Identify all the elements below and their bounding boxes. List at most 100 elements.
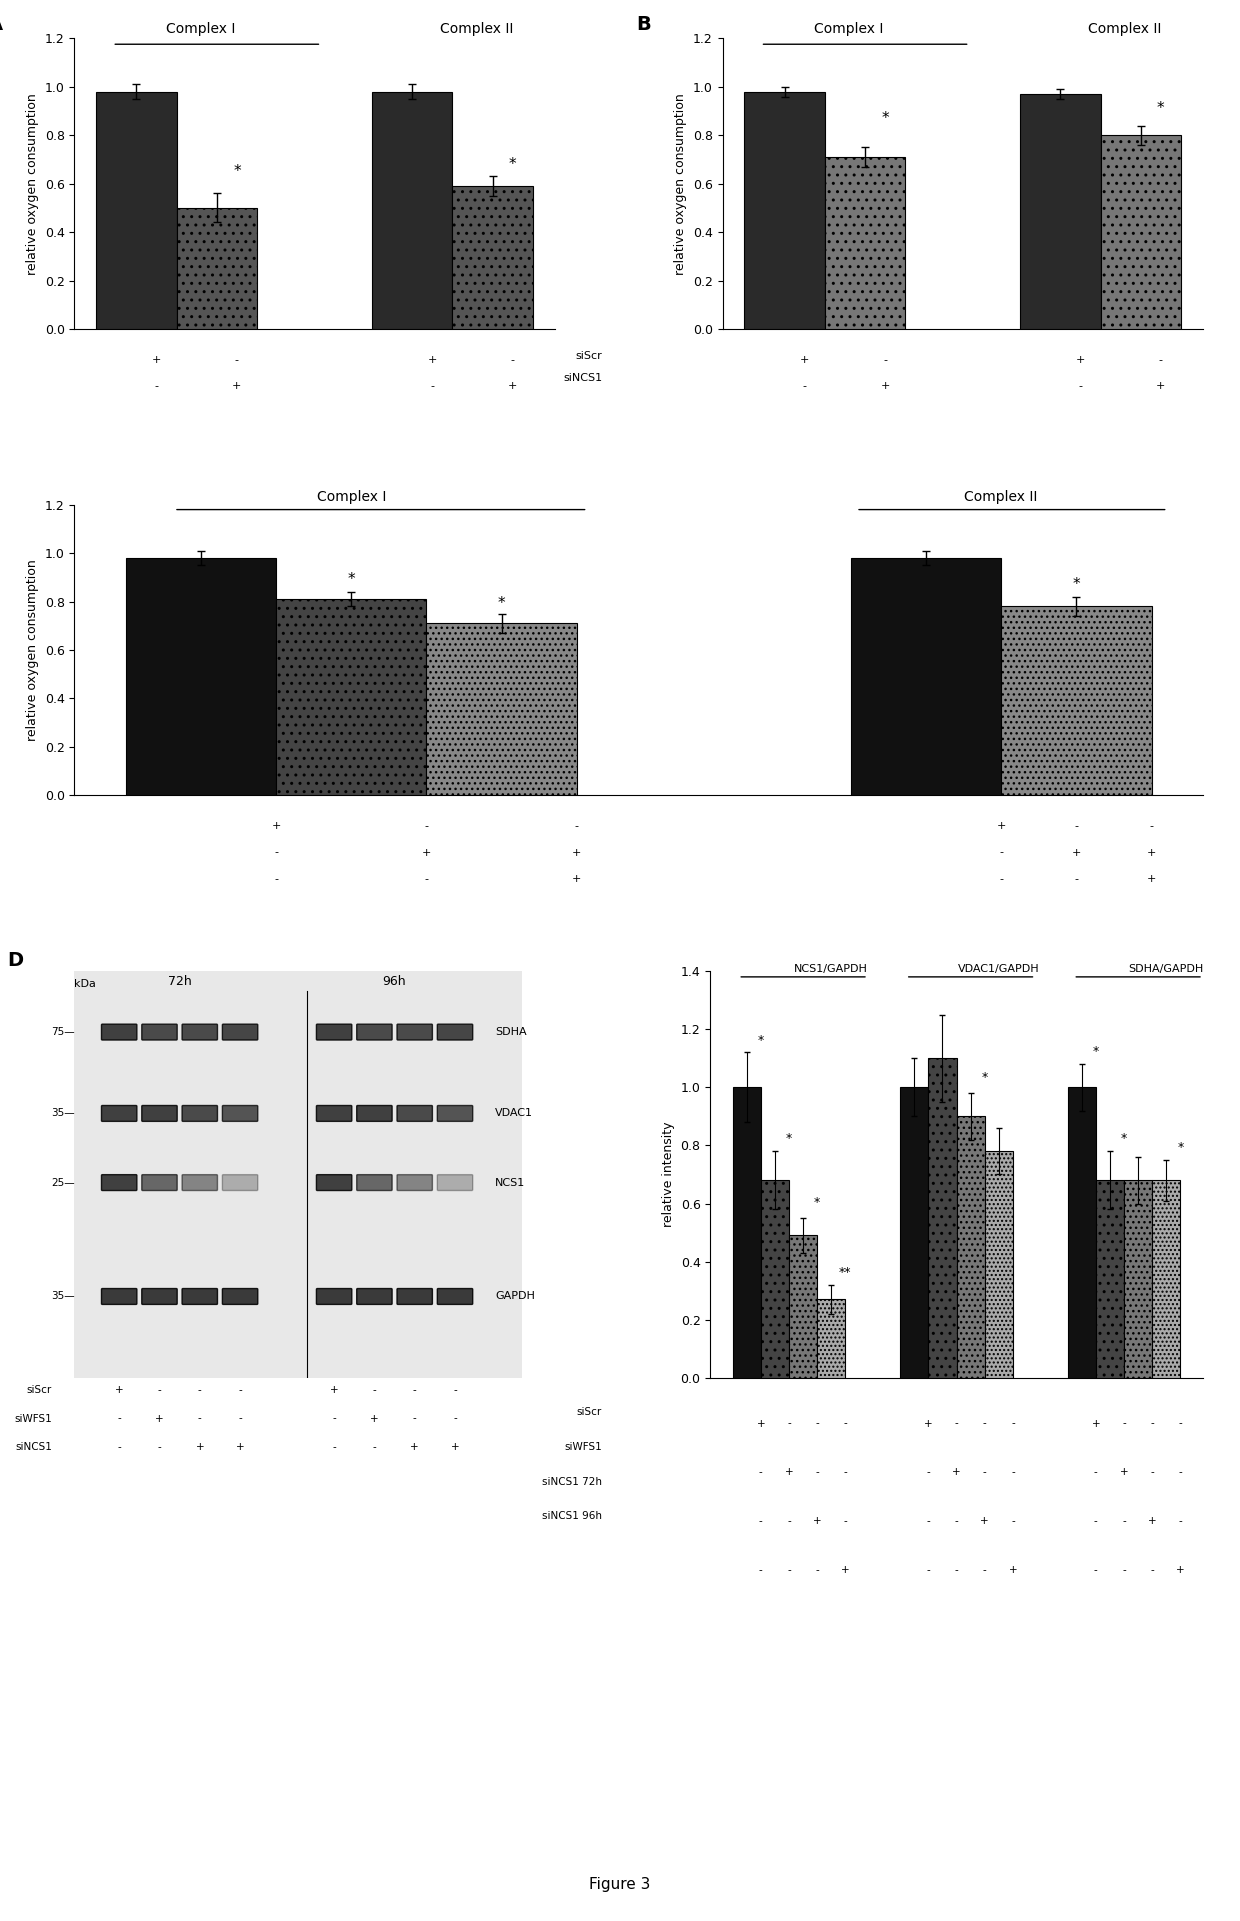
FancyBboxPatch shape (357, 1024, 392, 1039)
Text: -: - (1151, 1418, 1154, 1429)
Text: -: - (430, 380, 434, 392)
Text: *: * (813, 1197, 821, 1210)
Text: VDAC1: VDAC1 (495, 1108, 533, 1118)
Text: NCS1/GAPDH: NCS1/GAPDH (795, 964, 868, 974)
Text: -: - (802, 380, 807, 392)
Text: -: - (424, 874, 429, 884)
Text: -: - (118, 1443, 122, 1452)
Bar (761, 1179, 789, 1377)
Text: -: - (1159, 355, 1163, 365)
Text: -: - (332, 1414, 336, 1423)
FancyBboxPatch shape (182, 1174, 217, 1191)
Text: -: - (816, 1468, 820, 1477)
Y-axis label: relative oxygen consumption: relative oxygen consumption (675, 92, 687, 275)
Text: Figure 3: Figure 3 (589, 1877, 651, 1892)
Text: *: * (1157, 102, 1164, 115)
Text: +: + (756, 1418, 765, 1429)
Text: -: - (759, 1516, 763, 1525)
Text: +: + (841, 1566, 849, 1575)
FancyBboxPatch shape (102, 1105, 136, 1122)
Bar (453, 186, 533, 328)
Text: -: - (274, 874, 278, 884)
Text: D: D (7, 951, 24, 970)
FancyBboxPatch shape (182, 1024, 217, 1039)
Text: *: * (882, 111, 889, 125)
Text: +: + (880, 380, 890, 392)
Text: +: + (236, 1443, 244, 1452)
Bar (851, 557, 1001, 795)
Text: *: * (786, 1131, 792, 1145)
Text: -: - (816, 1418, 820, 1429)
Text: +: + (1147, 847, 1156, 857)
FancyBboxPatch shape (438, 1105, 472, 1122)
Y-axis label: relative oxygen consumption: relative oxygen consumption (26, 559, 40, 742)
Text: -: - (787, 1566, 791, 1575)
Text: -: - (413, 1414, 417, 1423)
Text: -: - (999, 847, 1003, 857)
Bar (125, 557, 277, 795)
Text: 96h: 96h (383, 976, 407, 987)
Text: -: - (926, 1516, 930, 1525)
Bar (1101, 134, 1180, 328)
Text: -: - (983, 1468, 987, 1477)
Text: Complex I: Complex I (166, 21, 236, 35)
FancyBboxPatch shape (316, 1174, 352, 1191)
Text: -: - (118, 1414, 122, 1423)
Text: +: + (572, 874, 582, 884)
Bar (1096, 1179, 1123, 1377)
FancyBboxPatch shape (397, 1024, 433, 1039)
Text: +: + (981, 1516, 990, 1525)
Text: siScr: siScr (577, 1406, 601, 1418)
Text: -: - (198, 1385, 202, 1395)
FancyBboxPatch shape (357, 1174, 392, 1191)
Text: Complex II: Complex II (1087, 21, 1162, 35)
Bar (789, 1235, 817, 1377)
FancyBboxPatch shape (222, 1174, 258, 1191)
Text: *: * (508, 158, 516, 171)
Text: -: - (1122, 1516, 1126, 1525)
Text: -: - (1079, 380, 1083, 392)
Text: siScr: siScr (27, 1385, 52, 1395)
Text: -: - (372, 1385, 376, 1395)
Text: siNCS1: siNCS1 (15, 1443, 52, 1452)
Text: +: + (1008, 1566, 1017, 1575)
Bar (1123, 1179, 1152, 1377)
Text: +: + (1071, 847, 1081, 857)
Text: +: + (330, 1385, 339, 1395)
Text: siNCS1 72h: siNCS1 72h (542, 1477, 601, 1487)
FancyBboxPatch shape (141, 1174, 177, 1191)
Text: +: + (115, 1385, 124, 1395)
Text: +: + (428, 355, 436, 365)
Text: -: - (926, 1566, 930, 1575)
FancyBboxPatch shape (222, 1024, 258, 1039)
Text: -: - (926, 1468, 930, 1477)
Text: -: - (843, 1468, 847, 1477)
Text: -: - (234, 355, 239, 365)
Text: -: - (372, 1443, 376, 1452)
Text: Complex II: Complex II (440, 21, 513, 35)
Text: +: + (370, 1414, 378, 1423)
Text: -: - (1149, 822, 1153, 832)
Text: Complex I: Complex I (815, 21, 884, 35)
Text: +: + (1156, 380, 1166, 392)
Y-axis label: relative oxygen consumption: relative oxygen consumption (26, 92, 40, 275)
Text: -: - (955, 1418, 959, 1429)
Bar (1152, 1179, 1180, 1377)
Text: -: - (1074, 874, 1079, 884)
Text: +: + (952, 1468, 961, 1477)
Text: -: - (453, 1414, 456, 1423)
Text: SDHA: SDHA (495, 1028, 527, 1037)
Text: *: * (1073, 576, 1080, 592)
Text: -: - (787, 1418, 791, 1429)
Text: NCS1: NCS1 (495, 1178, 526, 1187)
Text: *: * (347, 572, 355, 588)
Text: +: + (232, 380, 242, 392)
Text: -: - (843, 1418, 847, 1429)
FancyBboxPatch shape (438, 1174, 472, 1191)
FancyBboxPatch shape (182, 1105, 217, 1122)
FancyBboxPatch shape (357, 1289, 392, 1304)
Bar (985, 1151, 1013, 1377)
Text: +: + (1176, 1566, 1184, 1575)
Text: +: + (1120, 1468, 1128, 1477)
Bar (929, 1058, 956, 1377)
